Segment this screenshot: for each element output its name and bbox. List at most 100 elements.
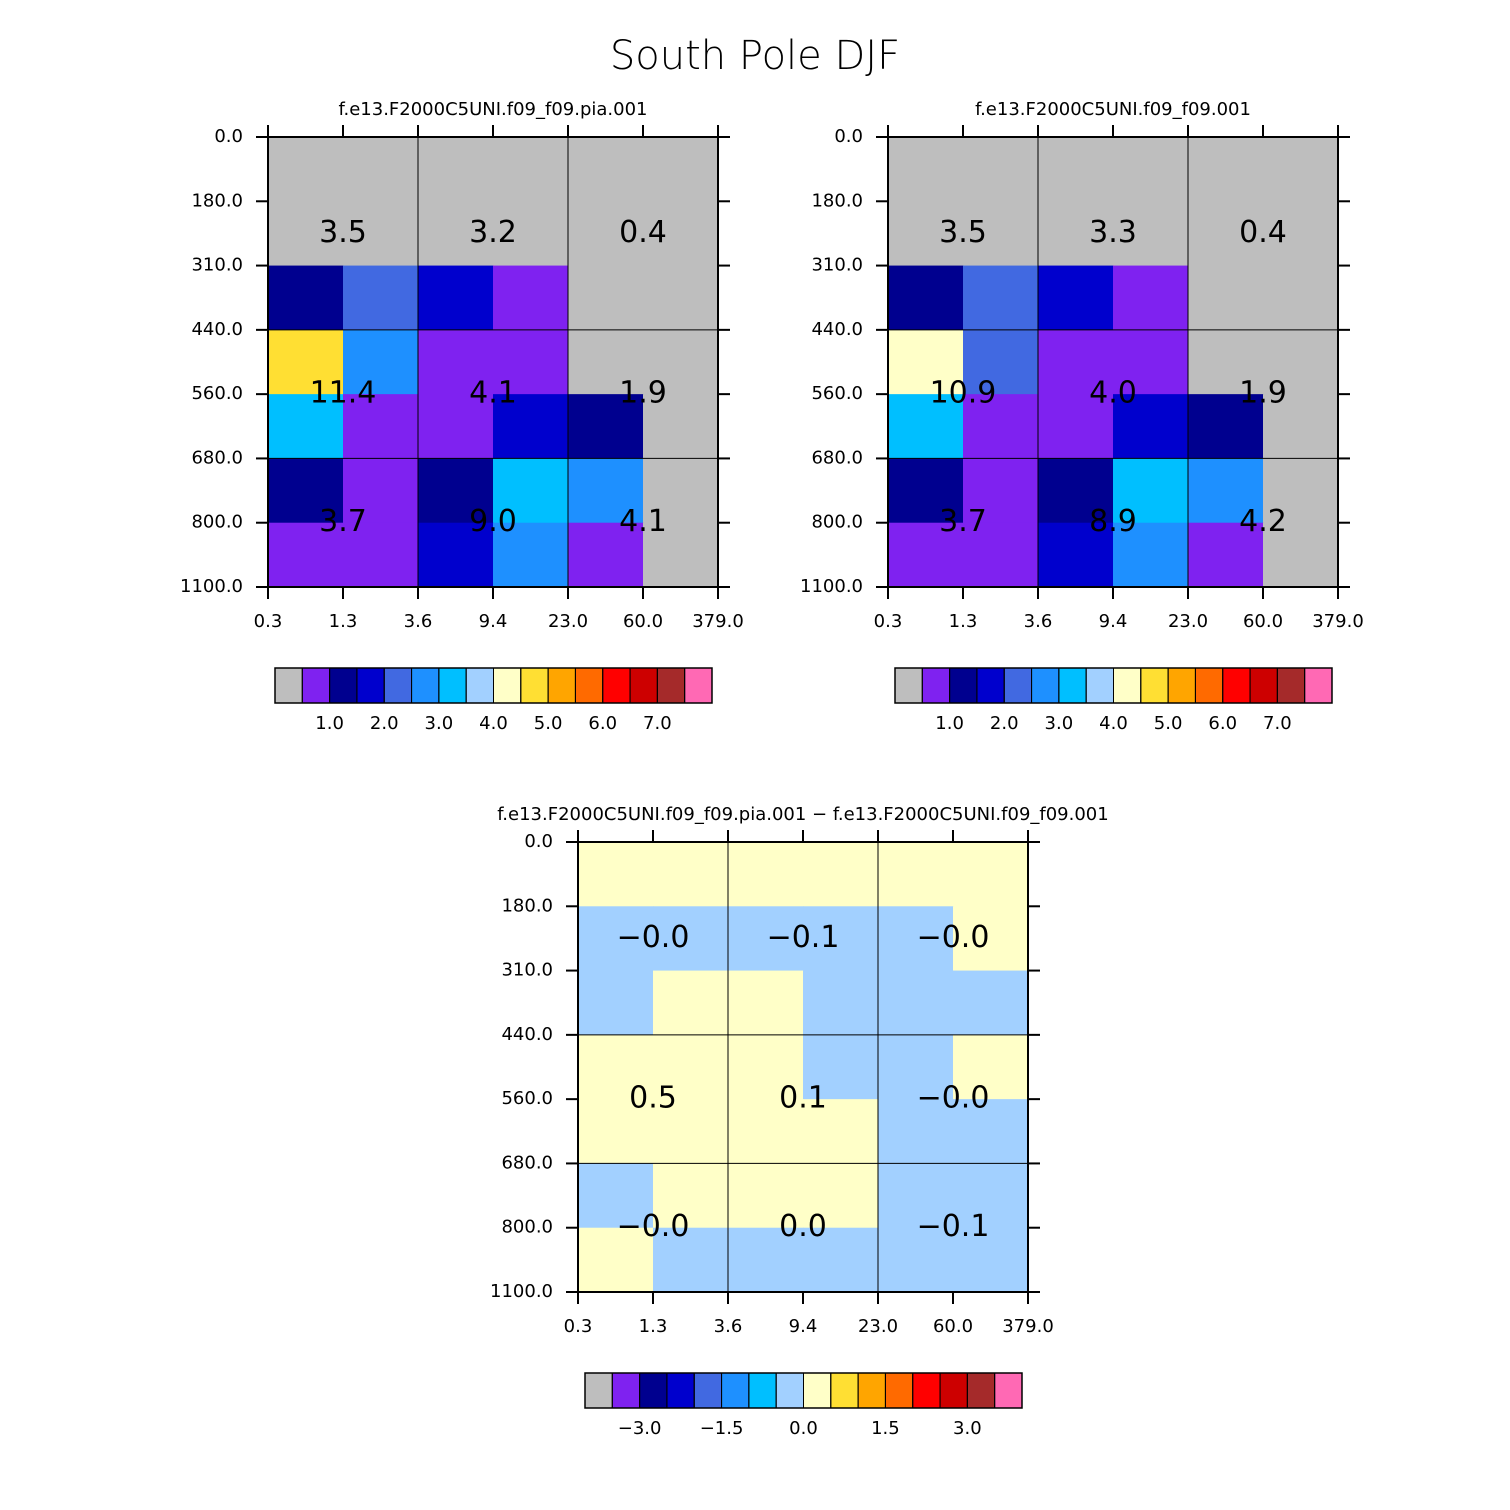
cell bbox=[803, 906, 879, 972]
cell bbox=[268, 329, 344, 395]
cell bbox=[888, 137, 964, 202]
cell bbox=[953, 906, 1029, 972]
cell bbox=[963, 201, 1039, 267]
cell bbox=[963, 329, 1039, 395]
colorbar-label: 2.0 bbox=[990, 713, 1019, 734]
cell bbox=[1113, 201, 1189, 267]
cell bbox=[1113, 329, 1189, 395]
cell bbox=[1263, 329, 1339, 395]
cell bbox=[1113, 522, 1189, 588]
cell bbox=[1038, 522, 1114, 588]
cell bbox=[803, 1227, 879, 1293]
cell-annotation: 8.9 bbox=[1089, 504, 1137, 539]
y-tick-label: 800.0 bbox=[501, 1217, 553, 1238]
x-tick-label: 1.3 bbox=[949, 611, 978, 632]
y-tick-label: 440.0 bbox=[191, 319, 243, 340]
cell bbox=[888, 265, 964, 331]
cell bbox=[568, 522, 644, 588]
x-tick-label: 23.0 bbox=[1168, 611, 1208, 632]
cell bbox=[888, 458, 964, 524]
colorbar-frame bbox=[894, 667, 1333, 704]
colorbar-label: 3.0 bbox=[1045, 713, 1074, 734]
cell bbox=[568, 458, 644, 524]
cell bbox=[643, 265, 719, 331]
colorbar-label: −3.0 bbox=[618, 1418, 662, 1439]
x-tick-label: 379.0 bbox=[1312, 611, 1364, 632]
cell bbox=[878, 842, 954, 907]
x-tick-label: 1.3 bbox=[329, 611, 358, 632]
cell bbox=[418, 201, 494, 267]
cell bbox=[1038, 394, 1114, 459]
x-tick-label: 0.3 bbox=[254, 611, 283, 632]
cell bbox=[643, 458, 719, 524]
cell bbox=[653, 1099, 729, 1164]
cell bbox=[418, 394, 494, 459]
cell bbox=[878, 906, 954, 972]
cell bbox=[568, 394, 644, 459]
cell bbox=[728, 1227, 804, 1293]
x-tick-label: 9.4 bbox=[479, 611, 508, 632]
cell bbox=[578, 1099, 654, 1164]
colorbar-box bbox=[857, 1372, 886, 1409]
cell-annotation: −0.1 bbox=[767, 920, 840, 955]
cell-annotation: 9.0 bbox=[469, 504, 517, 539]
cell bbox=[953, 1099, 1029, 1164]
colorbar-frame bbox=[274, 667, 713, 704]
cell bbox=[963, 522, 1039, 588]
colorbar-box bbox=[584, 1372, 613, 1409]
x-tick-label: 60.0 bbox=[933, 1316, 973, 1337]
cell bbox=[953, 1034, 1029, 1100]
cell-annotation: 3.3 bbox=[1089, 215, 1137, 250]
cell bbox=[1113, 458, 1189, 524]
cell bbox=[888, 201, 964, 267]
cell bbox=[1188, 137, 1264, 202]
cell bbox=[493, 329, 569, 395]
colorbar-box bbox=[1085, 667, 1114, 704]
cell bbox=[653, 1034, 729, 1100]
cell bbox=[343, 458, 419, 524]
cell bbox=[343, 394, 419, 459]
cell bbox=[578, 906, 654, 972]
cell-annotation: −0.0 bbox=[917, 920, 990, 955]
colorbar-box bbox=[547, 667, 576, 704]
colorbar-box bbox=[611, 1372, 641, 1409]
cell-annotation: 0.4 bbox=[1239, 215, 1287, 250]
cell bbox=[1188, 201, 1264, 267]
colorbar-label: 4.0 bbox=[479, 713, 508, 734]
cell bbox=[578, 1034, 654, 1100]
cell-annotation: −0.0 bbox=[617, 920, 690, 955]
colorbar-label: 5.0 bbox=[534, 713, 563, 734]
colorbar-label: 1.0 bbox=[315, 713, 344, 734]
cell bbox=[653, 906, 729, 972]
x-tick-label: 379.0 bbox=[1002, 1316, 1054, 1337]
cell bbox=[1113, 394, 1189, 459]
cell-annotation: 3.5 bbox=[939, 215, 987, 250]
y-tick-label: 680.0 bbox=[191, 447, 243, 468]
cell-annotation: 11.4 bbox=[310, 376, 377, 411]
cell bbox=[343, 201, 419, 267]
y-tick-label: 0.0 bbox=[524, 831, 553, 852]
cell-annotation: 4.2 bbox=[1239, 504, 1287, 539]
cell bbox=[1263, 458, 1339, 524]
cell-annotation: −0.1 bbox=[917, 1209, 990, 1244]
cell bbox=[653, 970, 729, 1036]
cell bbox=[568, 137, 644, 202]
colorbar-box bbox=[274, 667, 303, 704]
y-tick-label: 680.0 bbox=[811, 447, 863, 468]
colorbar-frame bbox=[584, 1372, 1023, 1409]
cell bbox=[728, 970, 804, 1036]
y-tick-label: 440.0 bbox=[811, 319, 863, 340]
cell bbox=[1038, 265, 1114, 331]
x-tick-label: 1.3 bbox=[639, 1316, 668, 1337]
cell bbox=[578, 970, 654, 1036]
cell-annotation: −0.0 bbox=[917, 1081, 990, 1116]
y-tick-label: 800.0 bbox=[811, 512, 863, 533]
cell bbox=[1113, 265, 1189, 331]
cell bbox=[578, 1227, 654, 1293]
colorbar-box bbox=[602, 667, 631, 704]
colorbar-box bbox=[465, 667, 494, 704]
colorbar-box bbox=[520, 667, 549, 704]
colorbar-box bbox=[438, 667, 467, 704]
panel: f.e13.F2000C5UNI.f09_f09.pia.001 − f.e13… bbox=[490, 804, 1109, 1439]
cell-annotation: 3.5 bbox=[319, 215, 367, 250]
